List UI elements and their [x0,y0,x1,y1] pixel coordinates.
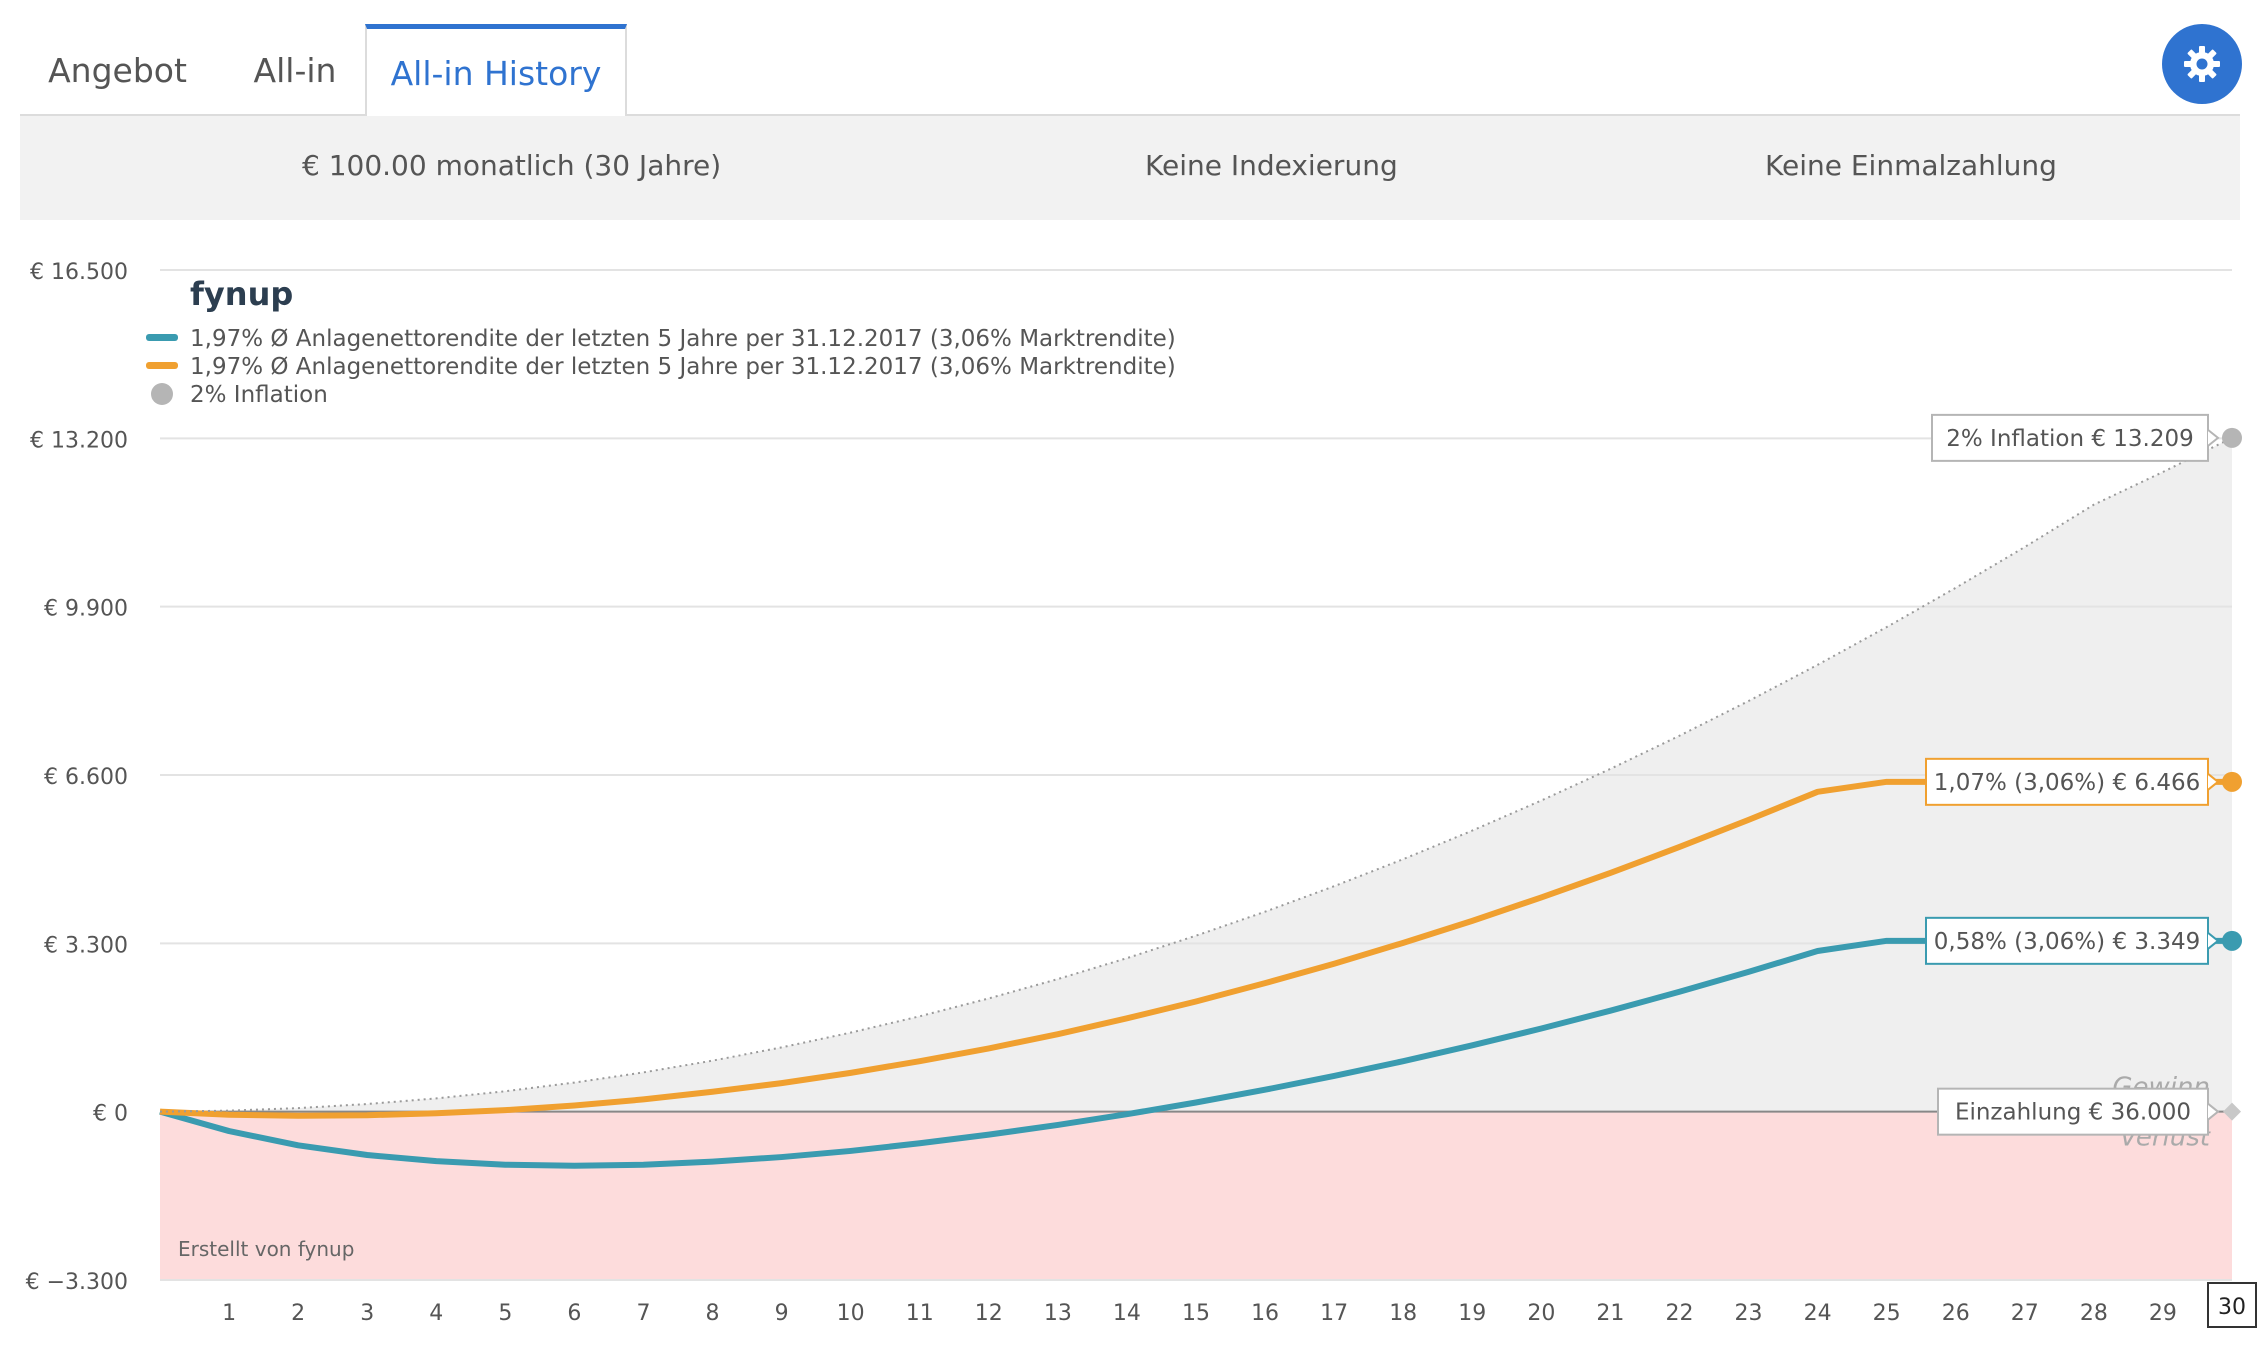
y-tick-label: € 3.300 [44,933,128,958]
x-tick-label: 25 [1873,1301,1901,1326]
x-tick-label: 30 [2218,1295,2246,1320]
x-tick-label: 2 [291,1301,305,1326]
series-line-inflation [159,436,2233,1113]
x-tick-label: 15 [1182,1301,1210,1326]
chart-credit: Erstellt von fynup [178,1237,354,1261]
series-line-orange [159,778,2232,1119]
y-tick-label: € 9.900 [44,597,128,622]
summary-bar: € 100.00 monatlich (30 Jahre) Keine Inde… [20,116,2240,220]
summary-monthly: € 100.00 monatlich (30 Jahre) [302,149,722,182]
x-tick-label: 20 [1527,1301,1555,1326]
teal-end-point [2222,930,2242,951]
x-tick-label: 22 [1665,1301,1693,1326]
x-tick-label: 24 [1804,1301,1832,1326]
x-tick-label: 6 [567,1301,581,1326]
y-tick-label: € −3.300 [26,1270,128,1295]
legend-swatch [146,362,178,369]
loss-area [160,1111,2232,1280]
x-tick-label: 9 [775,1301,789,1326]
x-tick-label: 10 [837,1301,865,1326]
legend-label: 1,97% Ø Anlagenettorendite der letzten 5… [190,326,1176,352]
x-tick-label: 28 [2080,1301,2108,1326]
x-tick-label: 3 [360,1301,374,1326]
legend-swatch [146,334,178,341]
x-tick-label: 23 [1735,1301,1763,1326]
x-tick-label: 11 [906,1301,934,1326]
orange-end-point [2222,771,2242,792]
x-tick-label: 4 [429,1301,443,1326]
series-line-teal [159,937,2232,1169]
x-tick-label: 27 [2011,1301,2039,1326]
x-tick-label: 17 [1320,1301,1348,1326]
y-tick-label: € 0 [93,1102,128,1127]
x-tick-label: 29 [2149,1301,2177,1326]
x-tick-label: 1 [222,1301,236,1326]
chart-svg: € 16.500 € 13.200 € 9.900 € 6.600 € 3.300 € 0… [26,260,2257,1328]
x-tick-label: 12 [975,1301,1003,1326]
deposit-end-label-pointer [2207,1102,2220,1121]
legend-label: 1,97% Ø Anlagenettorendite der letzten 5… [190,354,1176,380]
deposit-end-point [2223,1102,2241,1121]
deposit-end-label: Einzahlung € 36.000 [1955,1100,2191,1126]
x-tick-label: 18 [1389,1301,1417,1326]
tab-angebot[interactable]: Angebot [48,50,187,90]
summary-lump-sum: Keine Einmalzahlung [1765,149,2057,182]
legend-label: 2% Inflation [190,382,328,408]
x-tick-label: 7 [636,1301,650,1326]
y-tick-label: € 13.200 [30,428,128,453]
tab-bar: Angebot All-in All-in History [20,0,2240,118]
inflation-end-label: 2% Inflation € 13.209 [1946,426,2194,452]
settings-button[interactable] [2162,24,2242,104]
x-tick-label: 19 [1458,1301,1486,1326]
teal-end-label-pointer [2207,932,2220,950]
orange-end-label-box [1925,757,2209,806]
x-tick-label: 21 [1596,1301,1624,1326]
x-tick-highlight [2207,1282,2257,1328]
inflation-end-point [2222,427,2242,448]
inflation-end-label-pointer [2207,429,2220,447]
x-tick-label: 5 [498,1301,512,1326]
tab-all-in-history[interactable]: All-in History [365,24,627,118]
chart: € 16.500 € 13.200 € 9.900 € 6.600 € 3.300 € 0… [0,220,2264,1345]
deposit-end-label-box [1937,1087,2209,1136]
teal-end-label: 0,58% (3,06%) € 3.349 [1934,929,2201,955]
x-tick-label: 16 [1251,1301,1279,1326]
gear-icon [2184,46,2220,82]
orange-end-label: 1,07% (3,06%) € 6.466 [1934,770,2201,796]
orange-end-label-pointer [2207,773,2220,791]
fynup-logo: fynup [190,275,293,313]
legend-swatch [151,383,173,405]
x-tick-label: 8 [706,1301,720,1326]
x-tick-label: 13 [1044,1301,1072,1326]
x-tick-label: 14 [1113,1301,1141,1326]
x-tick-label: 26 [1942,1301,1970,1326]
y-tick-label: € 16.500 [30,260,128,285]
y-tick-label: € 6.600 [44,765,128,790]
tab-all-in[interactable]: All-in [253,50,337,90]
summary-indexing: Keine Indexierung [1145,149,1398,182]
